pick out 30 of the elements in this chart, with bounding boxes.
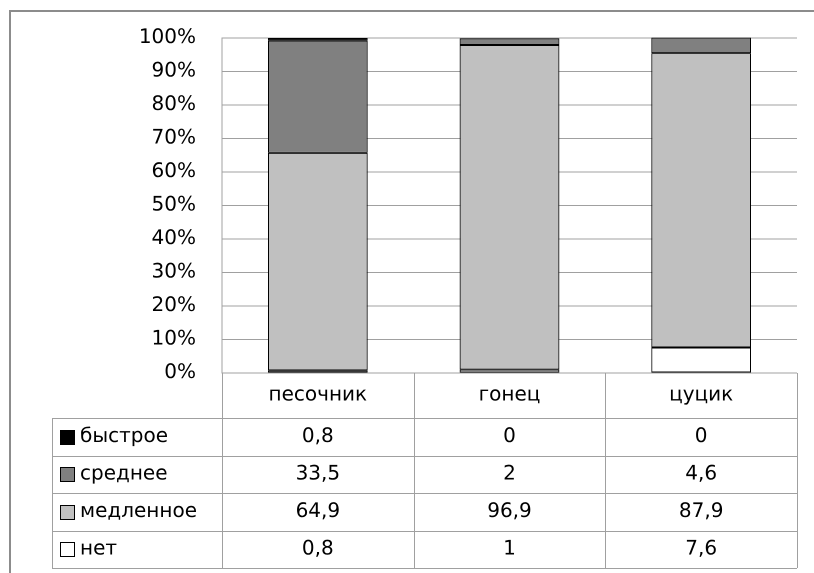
y-tick-label: 0% bbox=[164, 359, 196, 384]
data-label: 0 bbox=[503, 422, 516, 447]
data-label: 4,6 bbox=[685, 460, 718, 484]
data-label: 33,5 bbox=[296, 460, 340, 484]
y-tick-label: 50% bbox=[152, 192, 196, 216]
data-label: 7,6 bbox=[685, 535, 718, 560]
y-tick-label: 60% bbox=[152, 158, 196, 182]
y-tick-label: 80% bbox=[152, 91, 196, 116]
data-label: 0 bbox=[694, 422, 708, 447]
y-tick-label: 10% bbox=[152, 326, 196, 350]
y-tick-label: 40% bbox=[152, 225, 196, 250]
legend-label: среднее bbox=[80, 460, 168, 484]
legend-label: быстрое bbox=[80, 422, 168, 447]
y-tick-label: 90% bbox=[152, 58, 196, 82]
y-tick-label: 20% bbox=[152, 292, 196, 316]
y-tick-label: 70% bbox=[152, 124, 196, 149]
data-label: 87,9 bbox=[678, 498, 724, 522]
legend-label: медленное bbox=[80, 498, 198, 522]
x-tick-label: гонец bbox=[478, 382, 540, 406]
data-label: 96,9 bbox=[487, 498, 532, 522]
data-label: 0,8 bbox=[302, 422, 334, 447]
x-tick-label: песочник bbox=[268, 382, 368, 406]
y-tick-label: 30% bbox=[152, 258, 196, 283]
data-label: 2 bbox=[503, 460, 516, 484]
x-tick-label: цуцик bbox=[669, 382, 734, 406]
y-tick-label: 100% bbox=[138, 24, 196, 48]
legend-label: нет bbox=[80, 535, 118, 560]
data-label: 0,8 bbox=[302, 535, 334, 560]
data-label: 64,9 bbox=[296, 498, 340, 522]
data-label: 1 bbox=[503, 535, 516, 560]
